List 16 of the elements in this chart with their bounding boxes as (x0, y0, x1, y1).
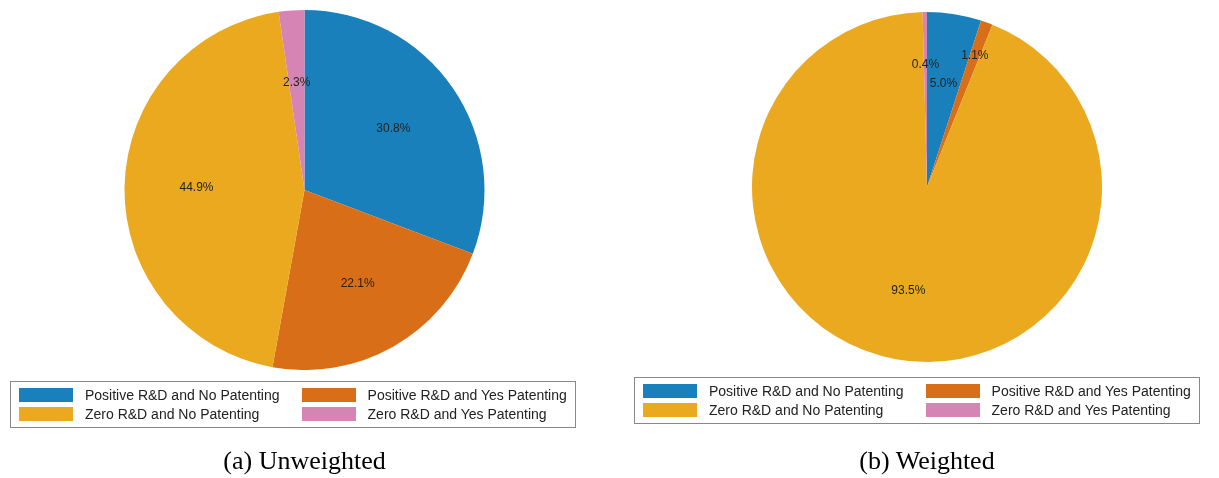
legend-label: Positive R&D and Yes Patenting (991, 383, 1191, 399)
data-label: 44.9% (179, 180, 214, 195)
data-label: 22.1% (340, 276, 376, 291)
data-label: 30.8% (376, 120, 411, 135)
legend-label: Positive R&D and Yes Patenting (367, 387, 567, 403)
data-label: 93.5% (891, 282, 926, 297)
legend-label: Zero R&D and No Patenting (709, 402, 884, 418)
legend-label: Positive R&D and No Patenting (709, 383, 904, 399)
text: (a) Unweighted (222, 446, 387, 476)
legend-label: Zero R&D and Yes Patenting (991, 402, 1171, 418)
legend-label: Zero R&D and No Patenting (85, 406, 260, 422)
data-label: 5.0% (929, 75, 958, 90)
data-label: 0.4% (911, 56, 940, 71)
legend-label: Zero R&D and Yes Patenting (367, 406, 547, 422)
text: (b) Weighted (858, 446, 996, 476)
legend-label: Positive R&D and No Patenting (85, 387, 280, 403)
